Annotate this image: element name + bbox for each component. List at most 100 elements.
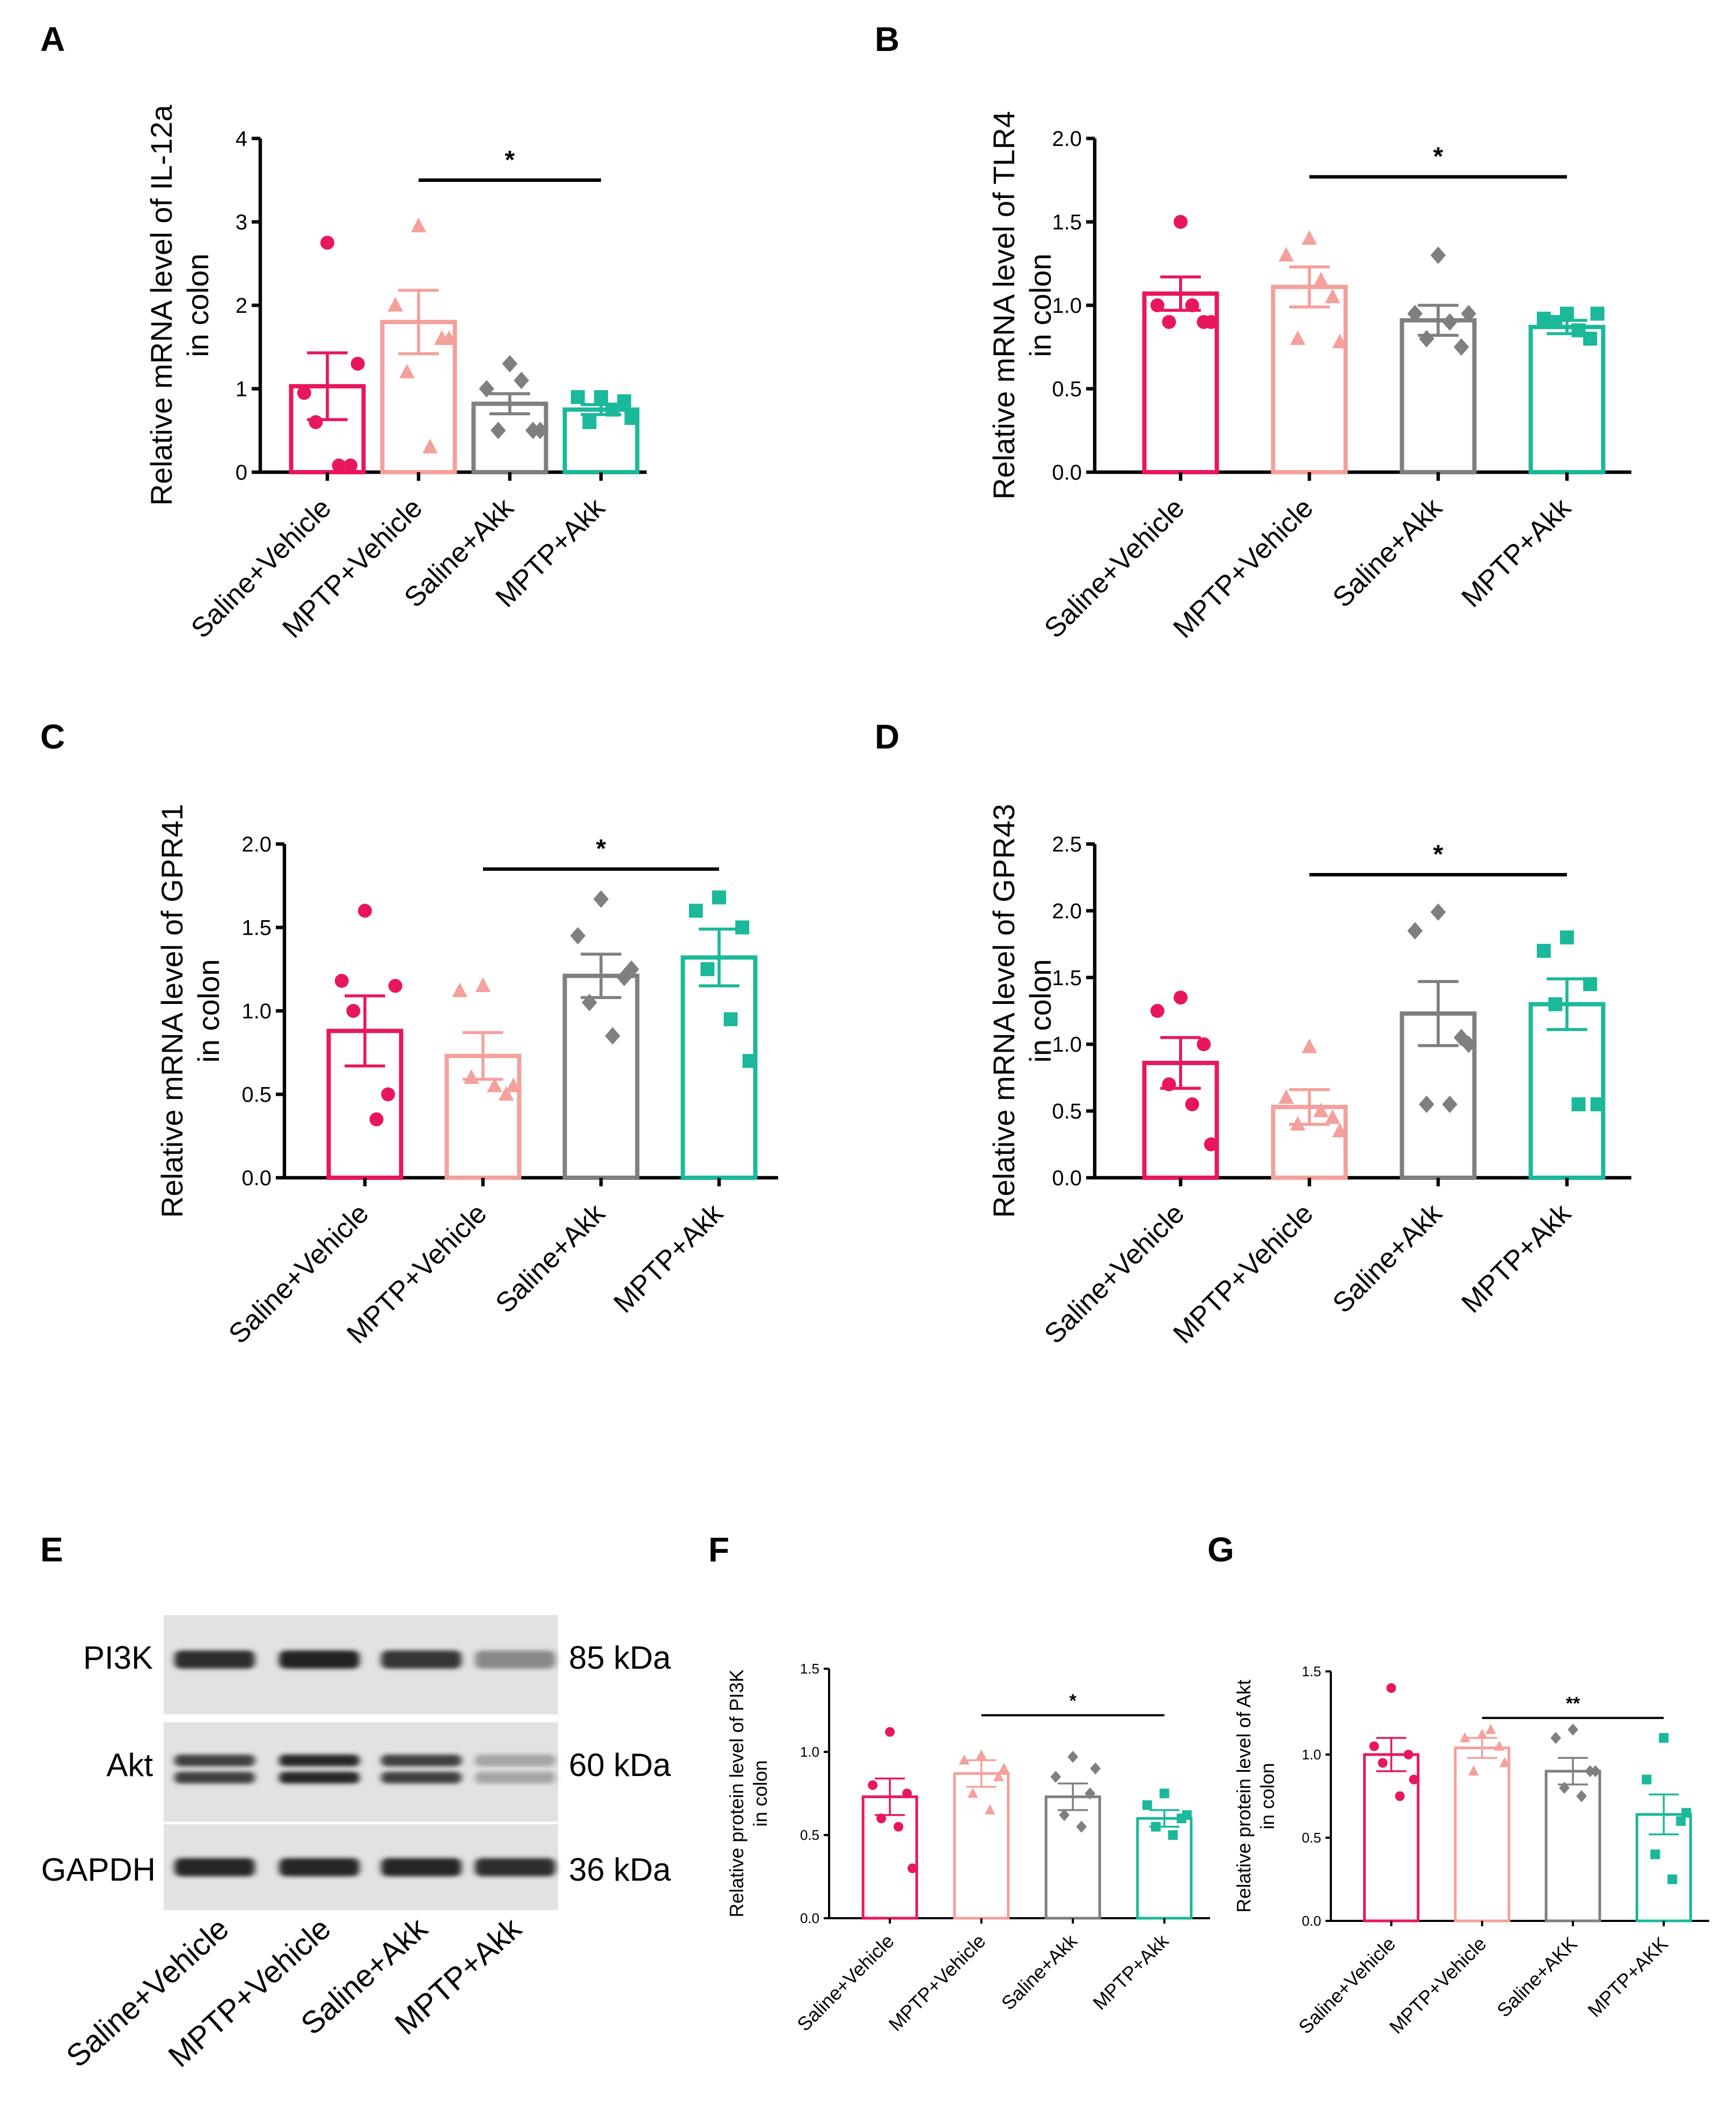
category-label-b-3: MPTP+Akk — [1456, 492, 1578, 614]
y-tick-label-a: 2 — [236, 294, 247, 318]
panel-letter-e: E — [40, 1530, 63, 1569]
point-g-0-5 — [1409, 1774, 1419, 1785]
y-tick-label-a: 4 — [236, 127, 247, 151]
point-f-1-3 — [967, 1787, 978, 1798]
point-f-3-0 — [1159, 1788, 1169, 1799]
point-a-2-5 — [532, 422, 548, 439]
y-tick-label-g: 1.0 — [1302, 1747, 1321, 1763]
bar-g-1 — [1454, 1747, 1511, 1922]
significance-label-b: * — [1433, 143, 1444, 171]
point-f-2-3 — [1059, 1809, 1070, 1822]
point-g-3-0 — [1659, 1733, 1669, 1743]
bar-b-1 — [1271, 284, 1348, 474]
chart-a-il12a: 01234Saline+VehicleMPTP+VehicleSaline+Ak… — [144, 105, 647, 644]
significance-label-g: ** — [1566, 1693, 1580, 1714]
point-a-2-4 — [514, 371, 529, 390]
point-d-3-0 — [1560, 930, 1574, 945]
bar-g-2 — [1544, 1770, 1601, 1922]
band-akt-upper-1 — [279, 1755, 360, 1766]
point-f-1-0 — [976, 1749, 987, 1760]
point-b-1-2 — [1324, 288, 1341, 304]
point-b-1-1 — [1278, 247, 1294, 262]
y-axis-label-c-0: Relative mRNA level of GPR41 — [155, 804, 189, 1218]
point-d-2-0 — [1430, 903, 1446, 921]
y-tick-label-b: 1.5 — [1052, 211, 1082, 234]
bar-c-2 — [562, 973, 640, 1180]
category-label-b-2: Saline+Akk — [1327, 492, 1448, 614]
band-gapdh-0 — [174, 1858, 255, 1876]
point-b-0-3 — [1162, 315, 1176, 329]
band-pi3k-2 — [381, 1650, 462, 1669]
band-pi3k-0 — [174, 1650, 255, 1669]
category-label-f-2: Saline+Akk — [997, 1929, 1082, 2014]
point-g-0-3 — [1378, 1758, 1388, 1768]
point-d-2-1 — [1407, 922, 1423, 940]
point-c-1-3 — [464, 1069, 479, 1084]
point-a-1-5 — [441, 330, 457, 345]
category-label-g-1: MPTP+Vehicle — [1385, 1933, 1491, 2038]
band-akt-lower-3 — [475, 1772, 555, 1784]
panel-letter-c: C — [40, 717, 65, 756]
point-f-0-1 — [868, 1780, 878, 1790]
y-tick-label-b: 0.5 — [1052, 378, 1082, 401]
band-akt-lower-0 — [174, 1772, 255, 1784]
y-axis-label-b-0: Relative mRNA level of TLR4 — [987, 111, 1021, 500]
point-f-2-4 — [1076, 1821, 1087, 1833]
point-b-3-4 — [1571, 323, 1586, 337]
point-b-1-3 — [1290, 330, 1306, 345]
point-c-3-5 — [742, 1054, 757, 1068]
point-d-2-2 — [1453, 1029, 1469, 1047]
category-label-g-2: Saline+AKK — [1492, 1933, 1581, 2022]
point-b-2-0 — [1430, 246, 1446, 264]
point-c-2-3 — [582, 994, 597, 1011]
point-g-3-2 — [1676, 1816, 1686, 1826]
point-d-0-1 — [1150, 1004, 1164, 1018]
point-a-3-0 — [594, 390, 608, 405]
blot-label-pi3k: PI3K — [83, 1640, 153, 1676]
point-d-1-4 — [1313, 1103, 1329, 1118]
y-tick-label-f: 1.0 — [800, 1744, 819, 1760]
blot-size-akt: 60 kDa — [569, 1747, 671, 1783]
band-gapdh-1 — [279, 1858, 360, 1876]
point-f-3-4 — [1168, 1830, 1178, 1840]
category-label-c-2: Saline+Akk — [489, 1198, 611, 1319]
y-tick-label-c: 2.0 — [241, 833, 272, 856]
point-b-1-0 — [1301, 230, 1317, 245]
point-f-2-2 — [1085, 1787, 1096, 1800]
point-a-0-5 — [350, 356, 365, 371]
bar-f-1 — [953, 1772, 1010, 1920]
point-f-3-3 — [1151, 1822, 1161, 1832]
point-c-3-3 — [700, 962, 715, 977]
point-a-2-3 — [490, 422, 506, 439]
y-tick-label-g: 0.5 — [1302, 1830, 1321, 1846]
point-g-2-2 — [1585, 1765, 1596, 1778]
y-axis-label-g-1: in colon — [1256, 1763, 1278, 1829]
band-pi3k-3 — [475, 1650, 555, 1669]
y-tick-label-f: 0.0 — [800, 1910, 819, 1926]
point-d-0-3 — [1162, 1077, 1176, 1091]
y-tick-label-g: 0.0 — [1302, 1913, 1321, 1929]
point-d-0-5 — [1204, 1137, 1218, 1151]
panel-letter-g: G — [1207, 1530, 1234, 1569]
point-g-3-4 — [1667, 1874, 1678, 1884]
western-blot: PI3K Akt GAPDH 85 kDa 60 kDa 36 kDa Sali… — [41, 1615, 671, 2074]
point-c-1-4 — [487, 1077, 502, 1092]
blot-size-gapdh: 36 kDa — [569, 1852, 671, 1888]
point-d-1-1 — [1278, 1089, 1294, 1104]
point-f-0-3 — [876, 1814, 887, 1823]
point-a-0-2 — [343, 458, 358, 473]
band-akt-upper-2 — [381, 1755, 462, 1766]
point-d-0-2 — [1197, 1037, 1211, 1052]
point-d-3-2 — [1583, 977, 1598, 992]
category-label-d-2: Saline+Akk — [1327, 1198, 1448, 1319]
y-axis-label-g-0: Relative protein level of Akt — [1233, 1679, 1255, 1912]
category-label-d-3: MPTP+Akk — [1456, 1198, 1578, 1319]
y-tick-label-a: 3 — [236, 211, 247, 234]
point-f-2-1 — [1050, 1771, 1061, 1783]
point-b-2-5 — [1461, 305, 1476, 322]
significance-label-a: * — [505, 146, 515, 174]
y-tick-label-d: 0.5 — [1052, 1100, 1082, 1124]
point-d-2-4 — [1442, 1095, 1457, 1113]
y-tick-label-d: 0.0 — [1052, 1166, 1082, 1190]
panel-letter-a: A — [40, 20, 65, 58]
